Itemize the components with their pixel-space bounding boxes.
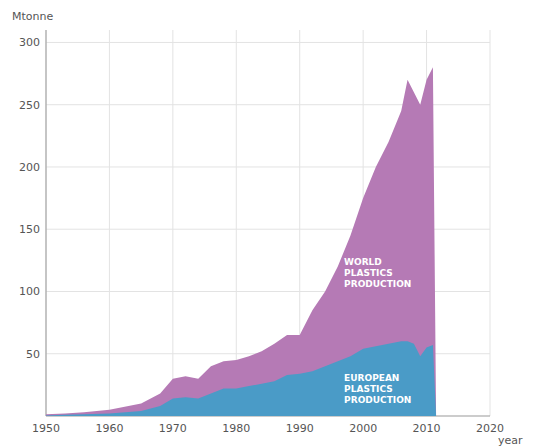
area-label: WORLDPLASTICSPRODUCTION <box>344 257 411 289</box>
area-label: EUROPEANPLASTICSPRODUCTION <box>344 373 411 405</box>
grid <box>46 30 490 416</box>
x-tick-label: 1950 <box>32 422 60 435</box>
x-tick-label: 1980 <box>222 422 250 435</box>
x-tick-label: 1960 <box>95 422 123 435</box>
y-axis-line <box>46 30 47 416</box>
grid-line-x <box>46 30 47 416</box>
axes: 1950196019701980199020002010202050100150… <box>19 30 504 435</box>
y-tick-label: 50 <box>26 348 40 361</box>
grid-line-y <box>46 42 490 43</box>
grid-line-x <box>490 30 491 416</box>
grid-line-x <box>172 30 173 416</box>
area <box>46 341 436 416</box>
x-axis-label: year <box>498 434 523 447</box>
area <box>46 67 436 416</box>
x-tick-label: 1970 <box>159 422 187 435</box>
labels: WORLDPLASTICSPRODUCTION EUROPEANPLASTICSP… <box>12 10 523 447</box>
y-tick-label: 100 <box>19 285 40 298</box>
x-tick-label: 1990 <box>286 422 314 435</box>
areas <box>46 67 436 416</box>
y-tick-label: 200 <box>19 161 40 174</box>
grid-line-x <box>109 30 110 416</box>
y-tick-label: 150 <box>19 223 40 236</box>
grid-line-x <box>236 30 237 416</box>
y-axis-label: Mtonne <box>12 10 53 23</box>
y-tick-label: 300 <box>19 36 40 49</box>
x-tick-label: 2000 <box>349 422 377 435</box>
y-tick-label: 250 <box>19 99 40 112</box>
x-tick-label: 2010 <box>413 422 441 435</box>
chart: 1950196019701980199020002010202050100150… <box>0 0 534 448</box>
